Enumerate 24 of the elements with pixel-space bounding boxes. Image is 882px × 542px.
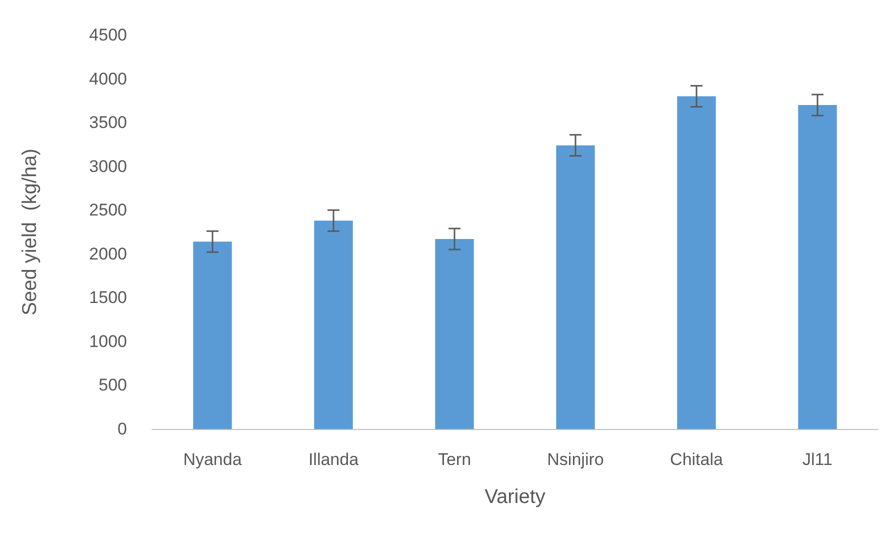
- y-tick-label: 2500: [89, 200, 127, 220]
- x-tick-label: Tern: [438, 450, 472, 469]
- bar: [193, 242, 232, 429]
- bar: [677, 96, 716, 429]
- x-tick-label: Illanda: [308, 450, 360, 469]
- y-tick-label: 1000: [89, 332, 127, 351]
- y-tick-label: 4500: [89, 26, 127, 44]
- bar: [435, 239, 474, 429]
- y-tick-label: 0: [118, 420, 127, 438]
- y-tick-label: 4000: [89, 69, 127, 88]
- x-tick-label: Nsinjiro: [547, 450, 604, 469]
- y-tick-label: 2000: [89, 244, 127, 264]
- y-tick-label: 3500: [89, 113, 127, 132]
- y-axis-title: Seed yield (kg/ha): [19, 148, 41, 316]
- bar: [556, 145, 595, 429]
- x-tick-label: Chitala: [670, 450, 724, 469]
- x-tick-label: Nyanda: [183, 450, 242, 469]
- y-tick-label: 3000: [89, 156, 127, 176]
- bar: [798, 105, 837, 429]
- y-tick-label: 500: [98, 376, 127, 395]
- x-tick-label: Jl11: [802, 450, 832, 469]
- bar: [314, 220, 353, 429]
- y-tick-label: 1500: [89, 288, 127, 308]
- x-axis-title: Variety: [484, 486, 546, 508]
